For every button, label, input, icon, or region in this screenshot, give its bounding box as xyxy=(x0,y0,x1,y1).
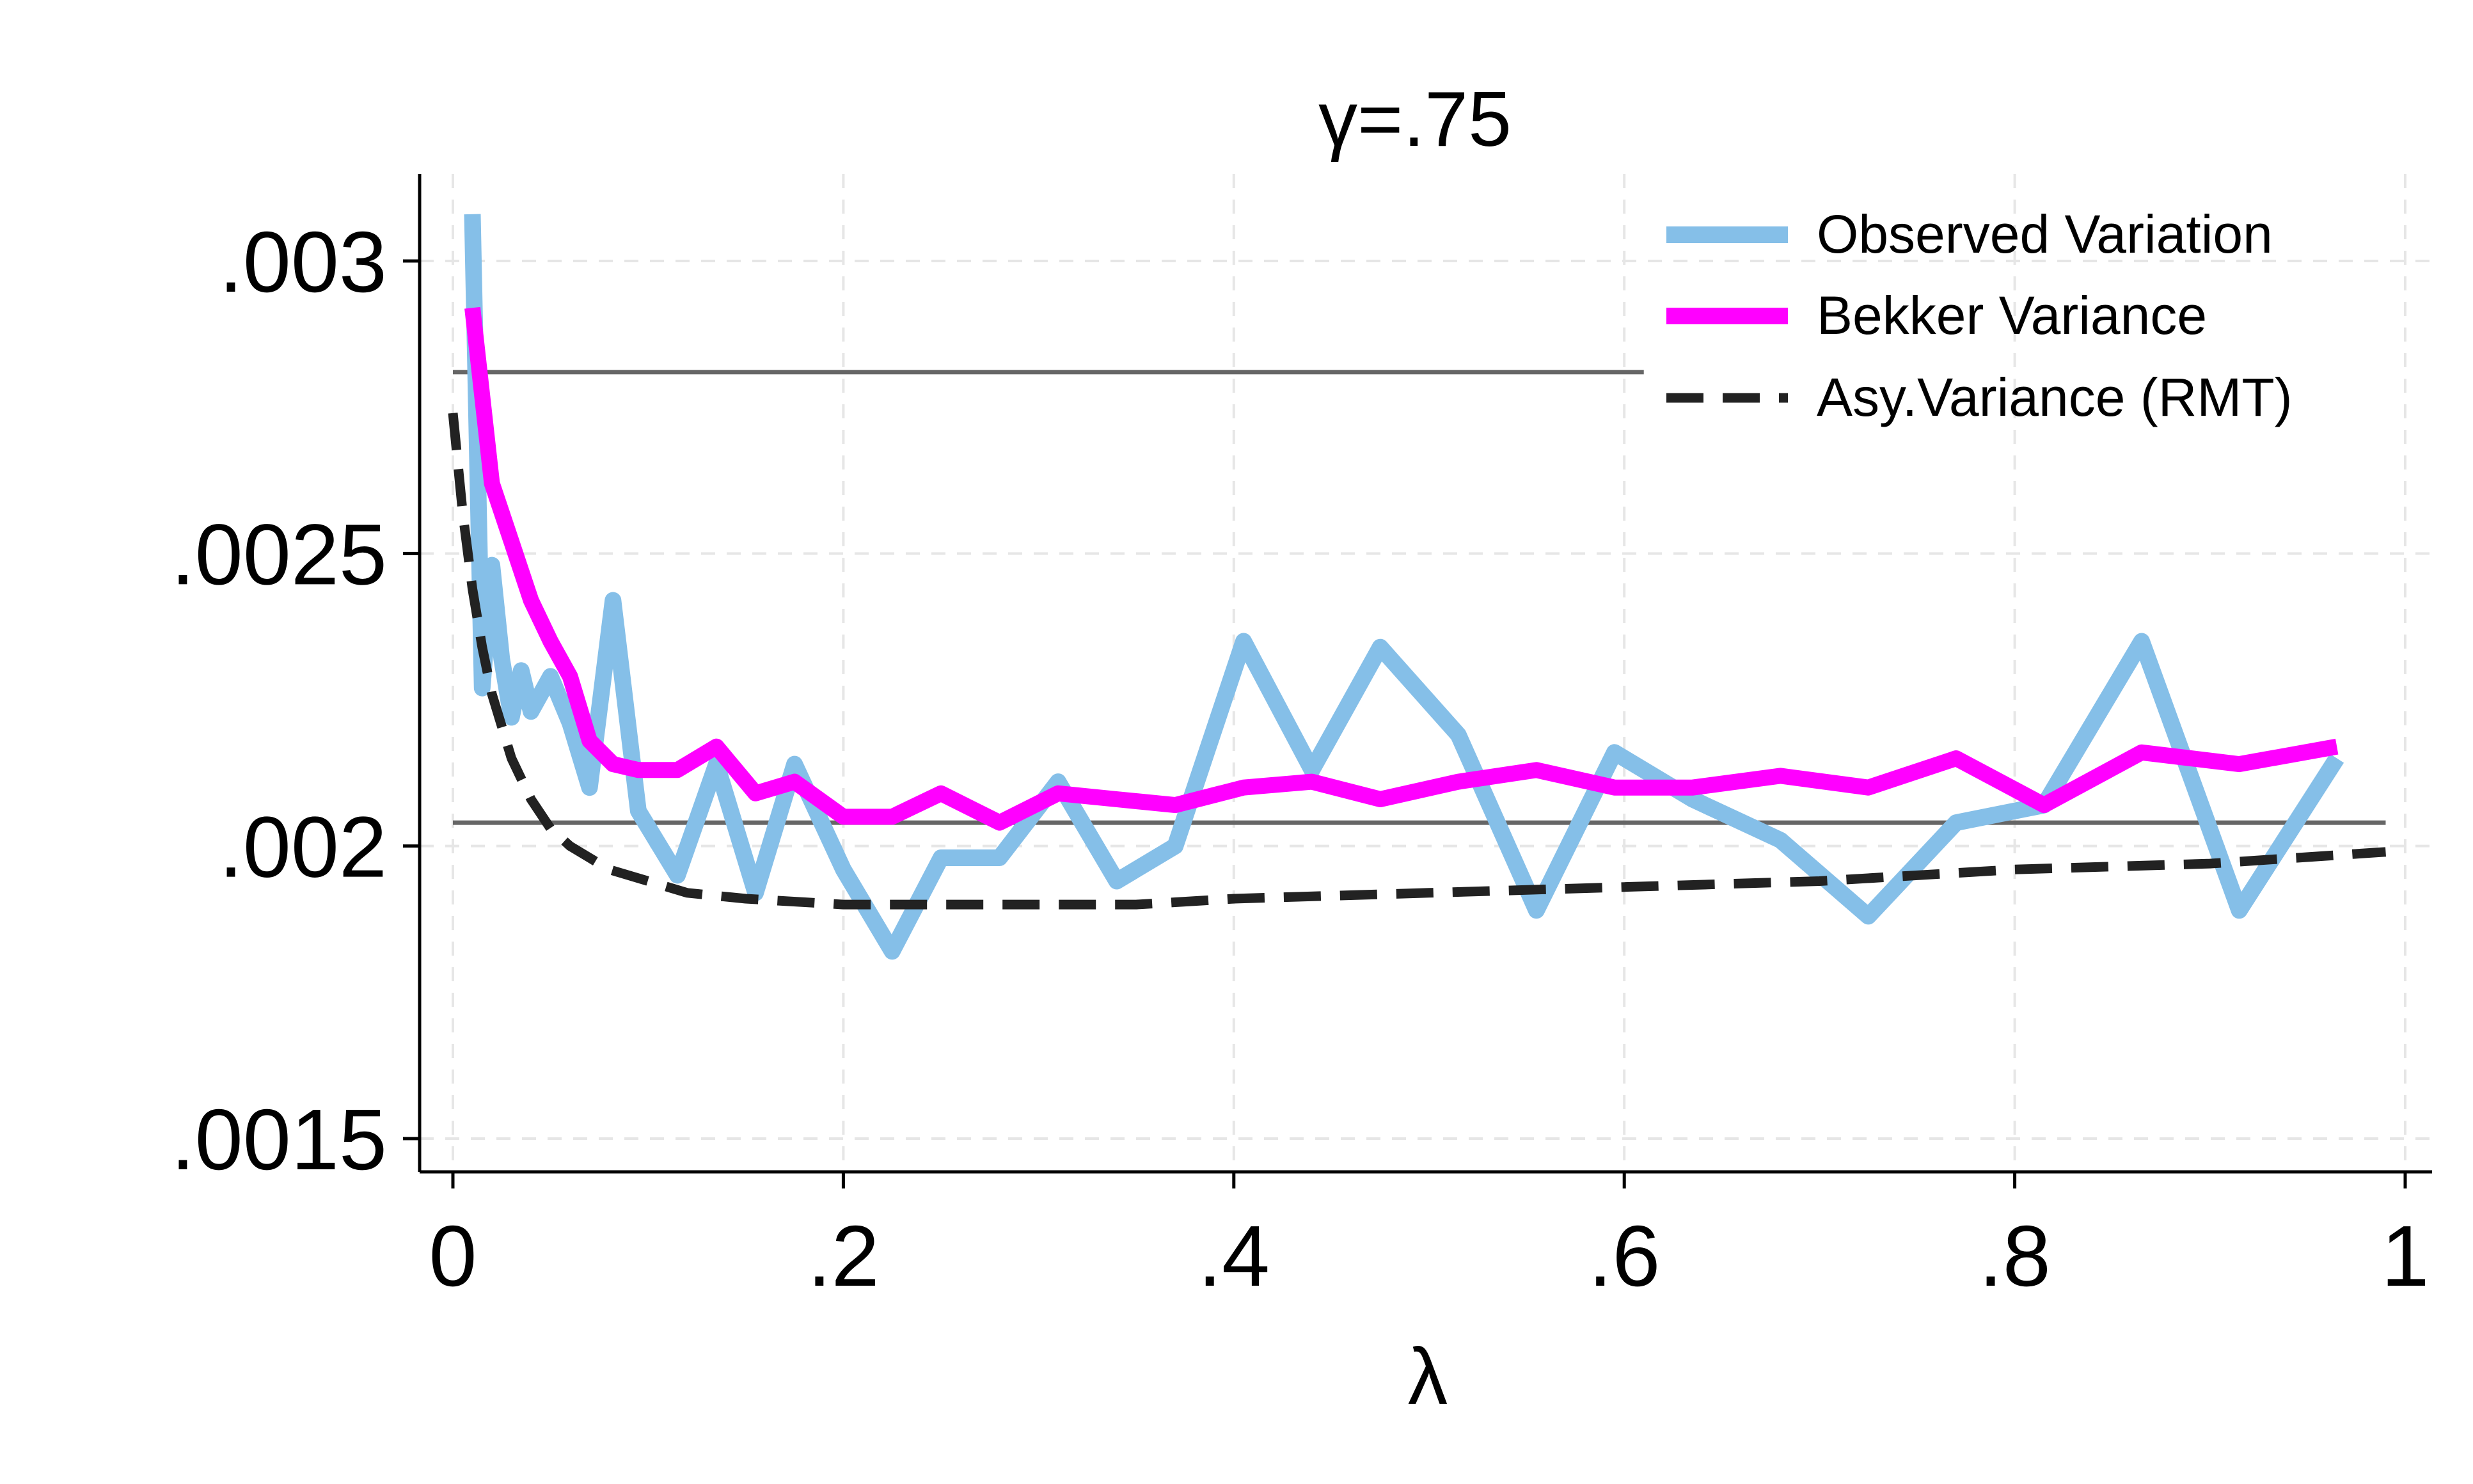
series-line-1 xyxy=(464,306,2339,831)
legend-label-2: Asy.Variance (RMT) xyxy=(1817,367,2293,427)
y-tick-label-3: .003 xyxy=(219,214,387,310)
series-line-2 xyxy=(448,413,2386,910)
grid-lines xyxy=(420,174,2432,1172)
legend: Observed Variation Bekker Variance Asy.Var… xyxy=(1666,204,2293,427)
y-axis-ticks: .0015 .002 .0025 .003 xyxy=(171,214,420,1188)
y-tick-label-2: .0025 xyxy=(171,506,387,603)
legend-label-1: Bekker Variance xyxy=(1817,285,2207,345)
x-tick-label-5: 1 xyxy=(2381,1208,2429,1304)
x-axis-ticks: 0 .2 .4 .6 .8 1 xyxy=(429,1172,2430,1304)
x-tick-label-3: .6 xyxy=(1588,1208,1661,1304)
y-tick-label-1: .002 xyxy=(219,799,387,896)
chart-title: γ=.75 xyxy=(1318,75,1512,162)
y-tick-label-0: .0015 xyxy=(171,1091,387,1188)
x-tick-label-1: .2 xyxy=(807,1208,880,1304)
series-line-0 xyxy=(464,214,2344,960)
series-group xyxy=(448,214,2386,960)
legend-label-0: Observed Variation xyxy=(1817,204,2273,264)
x-tick-label-0: 0 xyxy=(429,1208,477,1304)
x-axis-label: λ xyxy=(1408,1332,1448,1421)
x-tick-label-2: .4 xyxy=(1198,1208,1270,1304)
x-tick-label-4: .8 xyxy=(1979,1208,2051,1304)
